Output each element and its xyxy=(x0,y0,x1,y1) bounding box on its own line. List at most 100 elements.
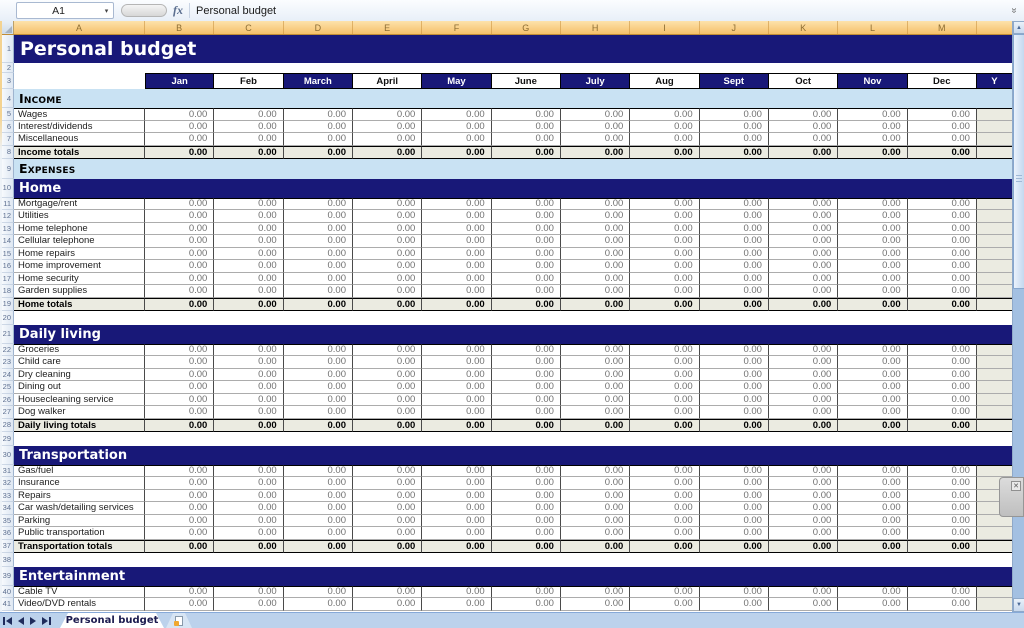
value-cell-r40-c12[interactable]: 0.00 xyxy=(907,585,977,598)
value-cell-r32-c3[interactable]: 0.00 xyxy=(283,477,353,490)
row-header-9[interactable]: 9 xyxy=(0,158,14,179)
value-cell-r7-c1[interactable]: 0.00 xyxy=(145,133,215,146)
year-column-cell[interactable] xyxy=(976,260,1012,273)
value-cell-r13-c3[interactable]: 0.00 xyxy=(283,222,353,235)
value-cell-r35-c4[interactable]: 0.00 xyxy=(352,514,423,527)
value-cell-r16-c3[interactable]: 0.00 xyxy=(283,260,353,273)
value-cell-r24-c8[interactable]: 0.00 xyxy=(630,368,700,381)
month-header-april[interactable]: April xyxy=(352,73,423,89)
row-label-cell[interactable]: Home repairs xyxy=(14,247,145,260)
column-header-L[interactable]: L xyxy=(838,21,908,34)
year-column-cell[interactable] xyxy=(976,108,1012,121)
row-header-11[interactable]: 11 xyxy=(0,197,14,210)
value-cell-r27-c7[interactable]: 0.00 xyxy=(560,406,631,419)
value-cell-r40-c9[interactable]: 0.00 xyxy=(699,585,769,598)
value-cell-r11-c1[interactable]: 0.00 xyxy=(145,197,215,210)
value-cell-r37-c12[interactable]: 0.00 xyxy=(907,539,977,553)
row-label-cell[interactable]: Miscellaneous xyxy=(14,133,145,146)
value-cell-r12-c7[interactable]: 0.00 xyxy=(560,210,631,223)
year-column-cell[interactable] xyxy=(976,464,1012,477)
value-cell-r36-c1[interactable]: 0.00 xyxy=(145,527,215,540)
value-cell-r15-c4[interactable]: 0.00 xyxy=(352,247,423,260)
value-cell-r35-c1[interactable]: 0.00 xyxy=(145,514,215,527)
value-cell-r6-c9[interactable]: 0.00 xyxy=(699,120,769,133)
value-cell-r28-c4[interactable]: 0.00 xyxy=(352,418,423,432)
value-cell-r7-c12[interactable]: 0.00 xyxy=(907,133,977,146)
row-label-cell[interactable]: Cellular telephone xyxy=(14,235,145,248)
value-cell-r17-c12[interactable]: 0.00 xyxy=(907,272,977,285)
value-cell-r35-c11[interactable]: 0.00 xyxy=(838,514,908,527)
value-cell-r18-c9[interactable]: 0.00 xyxy=(699,285,769,298)
value-cell-r31-c10[interactable]: 0.00 xyxy=(768,464,839,477)
row-header-20[interactable]: 20 xyxy=(0,310,14,325)
value-cell-r6-c6[interactable]: 0.00 xyxy=(491,120,561,133)
name-box-dropdown-icon[interactable]: ▾ xyxy=(104,7,109,15)
row-header-7[interactable]: 7 xyxy=(0,133,14,146)
value-cell-r41-c12[interactable]: 0.00 xyxy=(907,598,977,611)
value-cell-r15-c1[interactable]: 0.00 xyxy=(145,247,215,260)
value-cell-r11-c12[interactable]: 0.00 xyxy=(907,197,977,210)
value-cell-r16-c6[interactable]: 0.00 xyxy=(491,260,561,273)
row-header-36[interactable]: 36 xyxy=(0,527,14,540)
value-cell-r24-c3[interactable]: 0.00 xyxy=(283,368,353,381)
value-cell-r26-c2[interactable]: 0.00 xyxy=(214,393,284,406)
month-header-dec[interactable]: Dec xyxy=(907,73,977,89)
row-header-16[interactable]: 16 xyxy=(0,260,14,273)
value-cell-r36-c7[interactable]: 0.00 xyxy=(560,527,631,540)
value-cell-r17-c10[interactable]: 0.00 xyxy=(768,272,839,285)
value-cell-r19-c4[interactable]: 0.00 xyxy=(352,297,423,311)
value-cell-r34-c10[interactable]: 0.00 xyxy=(768,502,839,515)
value-cell-r34-c8[interactable]: 0.00 xyxy=(630,502,700,515)
row-label-cell[interactable]: Wages xyxy=(14,108,145,121)
value-cell-r32-c8[interactable]: 0.00 xyxy=(630,477,700,490)
value-cell-r16-c11[interactable]: 0.00 xyxy=(838,260,908,273)
value-cell-r5-c8[interactable]: 0.00 xyxy=(630,108,700,121)
value-cell-r15-c8[interactable]: 0.00 xyxy=(630,247,700,260)
value-cell-r14-c11[interactable]: 0.00 xyxy=(838,235,908,248)
value-cell-r19-c9[interactable]: 0.00 xyxy=(699,297,769,311)
scrollbar-thumb[interactable] xyxy=(1013,34,1024,289)
value-cell-r5-c12[interactable]: 0.00 xyxy=(907,108,977,121)
value-cell-r26-c7[interactable]: 0.00 xyxy=(560,393,631,406)
value-cell-r6-c7[interactable]: 0.00 xyxy=(560,120,631,133)
value-cell-r32-c4[interactable]: 0.00 xyxy=(352,477,423,490)
value-cell-r36-c9[interactable]: 0.00 xyxy=(699,527,769,540)
value-cell-r36-c2[interactable]: 0.00 xyxy=(214,527,284,540)
previous-sheet-button[interactable] xyxy=(18,615,24,627)
value-cell-r26-c12[interactable]: 0.00 xyxy=(907,393,977,406)
column-header-B[interactable]: B xyxy=(145,21,215,34)
value-cell-r7-c8[interactable]: 0.00 xyxy=(630,133,700,146)
value-cell-r34-c6[interactable]: 0.00 xyxy=(491,502,561,515)
value-cell-r22-c6[interactable]: 0.00 xyxy=(491,343,561,356)
value-cell-r35-c5[interactable]: 0.00 xyxy=(422,514,492,527)
value-cell-r41-c7[interactable]: 0.00 xyxy=(560,598,631,611)
insert-worksheet-tab[interactable] xyxy=(166,613,192,628)
year-column-cell[interactable] xyxy=(976,235,1012,248)
row-header-21[interactable]: 21 xyxy=(0,324,14,344)
value-cell-r28-c12[interactable]: 0.00 xyxy=(907,418,977,432)
value-cell-r35-c7[interactable]: 0.00 xyxy=(560,514,631,527)
value-cell-r11-c6[interactable]: 0.00 xyxy=(491,197,561,210)
value-cell-r11-c9[interactable]: 0.00 xyxy=(699,197,769,210)
year-column-cell[interactable] xyxy=(976,393,1012,406)
value-cell-r40-c3[interactable]: 0.00 xyxy=(283,585,353,598)
row-header-35[interactable]: 35 xyxy=(0,514,14,527)
row-label-cell[interactable]: Groceries xyxy=(14,343,145,356)
value-cell-r27-c12[interactable]: 0.00 xyxy=(907,406,977,419)
value-cell-r41-c11[interactable]: 0.00 xyxy=(838,598,908,611)
insert-function-pill[interactable] xyxy=(121,4,167,17)
value-cell-r22-c9[interactable]: 0.00 xyxy=(699,343,769,356)
value-cell-r14-c10[interactable]: 0.00 xyxy=(768,235,839,248)
value-cell-r26-c8[interactable]: 0.00 xyxy=(630,393,700,406)
month-header-oct[interactable]: Oct xyxy=(768,73,839,89)
year-column-cell[interactable] xyxy=(976,210,1012,223)
group-heading-expenses[interactable]: Expenses xyxy=(14,158,1012,179)
row-label-cell[interactable]: Gas/fuel xyxy=(14,464,145,477)
value-cell-r11-c8[interactable]: 0.00 xyxy=(630,197,700,210)
year-column-cell[interactable] xyxy=(976,381,1012,394)
value-cell-r37-c7[interactable]: 0.00 xyxy=(560,539,631,553)
value-cell-r11-c5[interactable]: 0.00 xyxy=(422,197,492,210)
year-column-cell[interactable] xyxy=(976,297,1012,311)
value-cell-r31-c2[interactable]: 0.00 xyxy=(214,464,284,477)
row-label-cell[interactable]: Public transportation xyxy=(14,527,145,540)
